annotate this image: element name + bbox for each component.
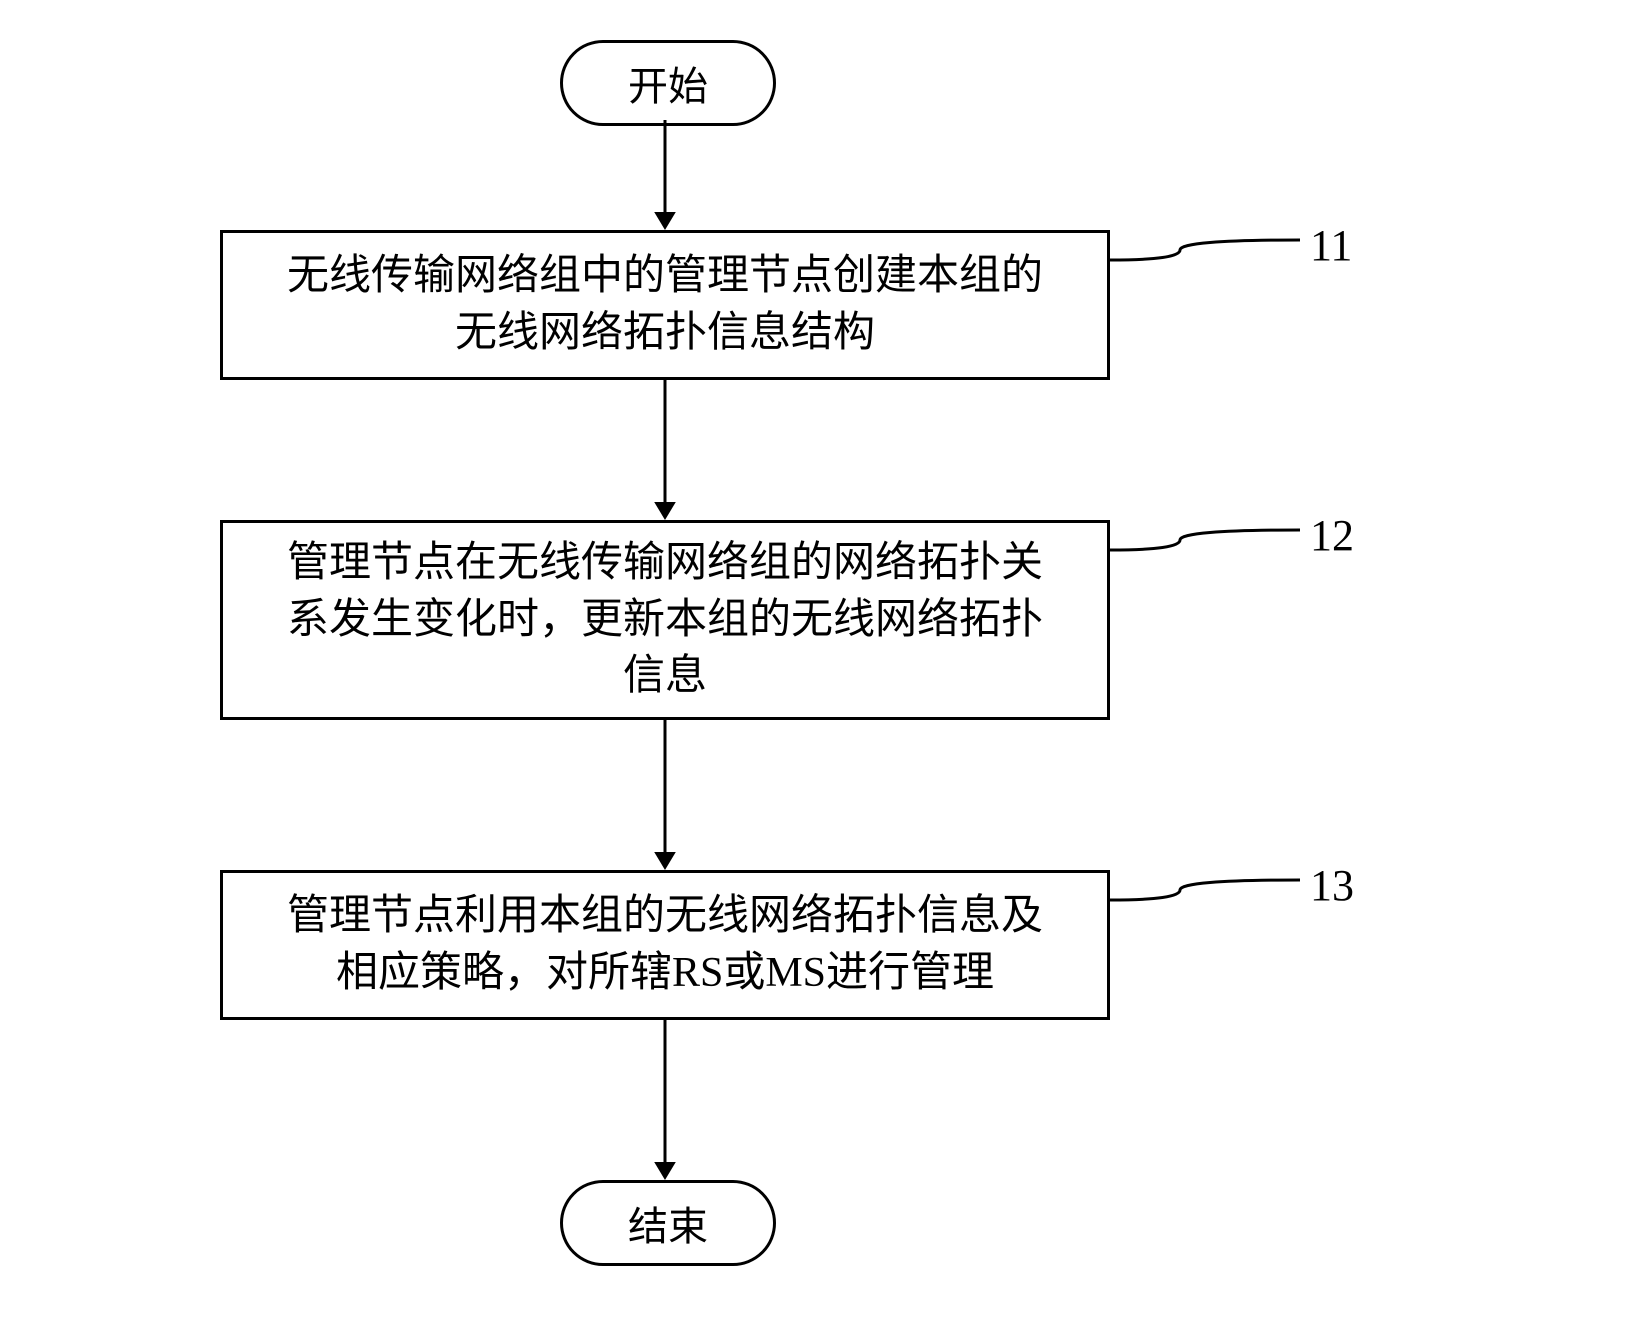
- step-label-1: 11: [1310, 220, 1352, 271]
- process-step-2: 管理节点在无线传输网络组的网络拓扑关系发生变化时，更新本组的无线网络拓扑信息: [220, 520, 1110, 720]
- step-label-2: 12: [1310, 510, 1354, 561]
- flowchart-canvas: 开始 无线传输网络组中的管理节点创建本组的无线网络拓扑信息结构 管理节点在无线传…: [0, 0, 1628, 1340]
- process-step-3-text: 管理节点利用本组的无线网络拓扑信息及相应策略，对所辖RS或MS进行管理: [287, 888, 1043, 1001]
- terminator-start-label: 开始: [628, 54, 708, 112]
- step-label-1-text: 11: [1310, 221, 1352, 270]
- step-label-3: 13: [1310, 860, 1354, 911]
- step-label-2-text: 12: [1310, 511, 1354, 560]
- step-label-3-text: 13: [1310, 861, 1354, 910]
- terminator-start: 开始: [560, 40, 776, 126]
- process-step-1-text: 无线传输网络组中的管理节点创建本组的无线网络拓扑信息结构: [287, 248, 1043, 361]
- process-step-2-text: 管理节点在无线传输网络组的网络拓扑关系发生变化时，更新本组的无线网络拓扑信息: [287, 535, 1043, 705]
- terminator-end: 结束: [560, 1180, 776, 1266]
- process-step-1: 无线传输网络组中的管理节点创建本组的无线网络拓扑信息结构: [220, 230, 1110, 380]
- terminator-end-label: 结束: [628, 1194, 708, 1252]
- process-step-3: 管理节点利用本组的无线网络拓扑信息及相应策略，对所辖RS或MS进行管理: [220, 870, 1110, 1020]
